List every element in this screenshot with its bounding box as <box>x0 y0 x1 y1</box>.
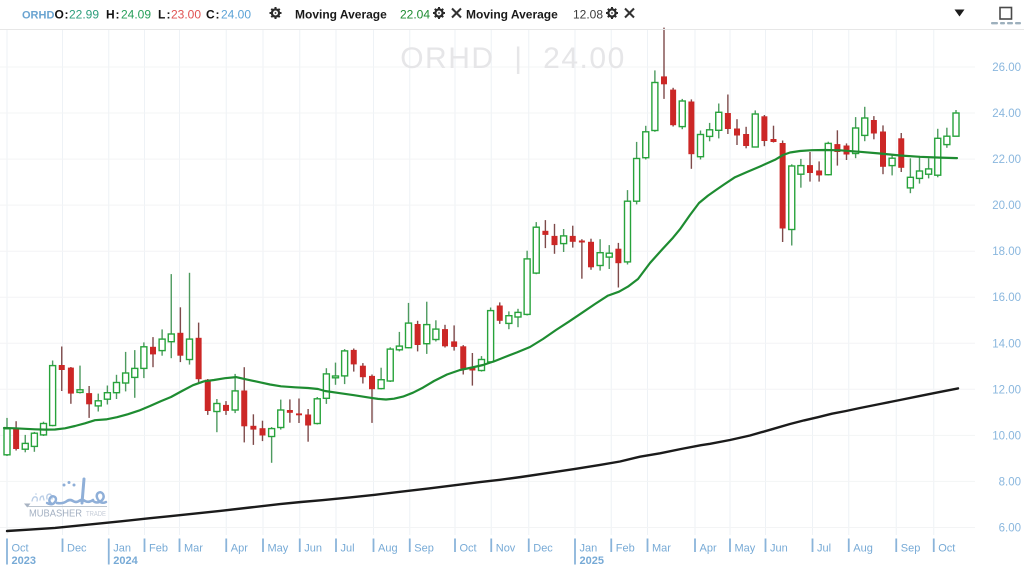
svg-text:10.00: 10.00 <box>992 430 1021 442</box>
svg-text:O: O <box>55 8 64 22</box>
svg-text:Mar: Mar <box>652 543 671 555</box>
svg-text:8.00: 8.00 <box>999 476 1021 488</box>
svg-text::: : <box>216 8 220 22</box>
svg-text:TRADE: TRADE <box>86 509 106 518</box>
svg-text:Jun: Jun <box>304 543 322 555</box>
svg-text:Mar: Mar <box>184 543 203 555</box>
svg-text:20.00: 20.00 <box>992 200 1021 212</box>
svg-text:ORHD | 24.00: ORHD | 24.00 <box>400 42 626 75</box>
svg-text:Oct: Oct <box>938 543 955 555</box>
svg-text::: : <box>65 8 69 22</box>
svg-text:14.00: 14.00 <box>992 338 1021 350</box>
svg-text:12.08: 12.08 <box>573 8 603 22</box>
svg-text:2025: 2025 <box>580 555 604 567</box>
svg-text:Dec: Dec <box>533 543 553 555</box>
svg-text:22.00: 22.00 <box>992 154 1021 166</box>
svg-text:12.00: 12.00 <box>992 384 1021 396</box>
svg-text:Oct: Oct <box>12 543 29 555</box>
svg-text:Moving Average: Moving Average <box>295 8 387 22</box>
svg-text:Aug: Aug <box>853 543 873 555</box>
svg-text:2023: 2023 <box>12 555 36 567</box>
svg-text:Apr: Apr <box>700 543 717 555</box>
svg-text::: : <box>167 8 171 22</box>
svg-text:22.04: 22.04 <box>400 8 430 22</box>
svg-text:Jan: Jan <box>580 543 598 555</box>
svg-text:C: C <box>206 8 215 22</box>
svg-text:Sep: Sep <box>901 543 921 555</box>
svg-text:2024: 2024 <box>113 555 138 567</box>
svg-text:Oct: Oct <box>460 543 477 555</box>
svg-text:18.00: 18.00 <box>992 246 1021 258</box>
svg-text:Feb: Feb <box>149 543 168 555</box>
svg-text:MUBASHER: MUBASHER <box>29 509 82 520</box>
svg-text:May: May <box>268 543 289 555</box>
svg-text:16.00: 16.00 <box>992 292 1021 304</box>
svg-text:Nov: Nov <box>496 543 516 555</box>
svg-text:Jun: Jun <box>770 543 788 555</box>
svg-text:26.00: 26.00 <box>992 62 1021 74</box>
svg-text:Aug: Aug <box>378 543 398 555</box>
svg-text:Apr: Apr <box>231 543 248 555</box>
svg-text:Feb: Feb <box>616 543 635 555</box>
svg-text:Jul: Jul <box>817 543 831 555</box>
svg-text:Jan: Jan <box>113 543 131 555</box>
svg-text:L: L <box>158 8 165 22</box>
svg-text:24.00: 24.00 <box>992 108 1021 120</box>
svg-text:6.00: 6.00 <box>999 523 1021 535</box>
svg-text:24.00: 24.00 <box>221 8 251 22</box>
svg-text:24.09: 24.09 <box>121 8 151 22</box>
svg-text::: : <box>116 8 120 22</box>
svg-text:22.99: 22.99 <box>69 8 99 22</box>
svg-text:Moving Average: Moving Average <box>466 8 558 22</box>
svg-text:May: May <box>735 543 756 555</box>
svg-text:23.00: 23.00 <box>171 8 201 22</box>
svg-text:Sep: Sep <box>414 543 434 555</box>
svg-text:H: H <box>106 8 115 22</box>
svg-text:ORHD: ORHD <box>22 10 54 22</box>
svg-text:Dec: Dec <box>67 543 87 555</box>
svg-text:Jul: Jul <box>341 543 355 555</box>
